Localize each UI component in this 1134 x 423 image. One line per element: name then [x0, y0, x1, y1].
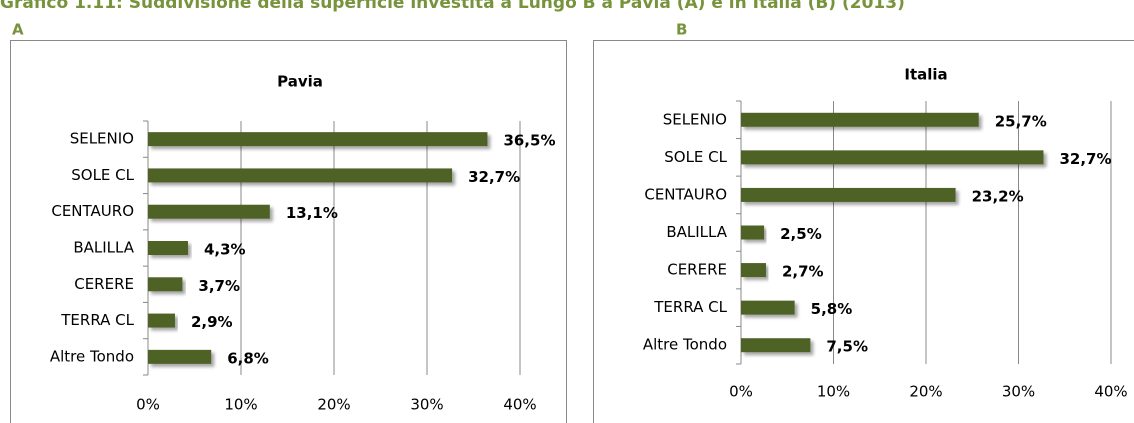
- panel-frame: [10, 40, 567, 423]
- bar: [148, 241, 188, 255]
- data-label: 2,5%: [780, 225, 822, 243]
- data-label: 25,7%: [995, 112, 1047, 130]
- data-label: 2,9%: [191, 313, 233, 331]
- y-tick-label: BALILLA: [73, 239, 134, 257]
- data-label: 5,8%: [811, 300, 853, 318]
- panel-label: B: [676, 21, 687, 39]
- bar: [148, 204, 270, 219]
- y-tick-label: CERERE: [74, 275, 134, 293]
- data-label: 3,7%: [198, 277, 240, 295]
- x-tick-label: 10%: [224, 396, 257, 414]
- bar: [741, 225, 765, 240]
- y-tick-label: CENTAURO: [644, 185, 727, 203]
- y-tick-label: CERERE: [667, 261, 727, 279]
- bar: [741, 187, 956, 202]
- chart-title: Pavia: [277, 73, 323, 91]
- y-tick-label: TERRA CL: [653, 298, 727, 316]
- bar: [148, 313, 175, 328]
- x-tick-label: 0%: [729, 383, 753, 401]
- data-label: 36,5%: [503, 132, 555, 150]
- bar: [741, 300, 795, 315]
- y-tick-label: TERRA CL: [60, 311, 134, 329]
- bar: [741, 112, 979, 127]
- y-tick-label: BALILLA: [666, 223, 727, 241]
- y-tick-label: Altre Tondo: [643, 336, 727, 354]
- data-label: 23,2%: [972, 187, 1024, 205]
- y-tick-label: SELENIO: [70, 130, 134, 148]
- data-label: 32,7%: [1059, 150, 1111, 168]
- data-label: 13,1%: [286, 204, 338, 222]
- y-tick-label: Altre Tondo: [50, 347, 134, 365]
- data-label: 4,3%: [204, 241, 246, 259]
- data-label: 7,5%: [826, 338, 868, 356]
- y-tick-label: CENTAURO: [51, 202, 134, 220]
- bar: [741, 263, 766, 278]
- x-tick-label: 30%: [1002, 383, 1035, 401]
- data-label: 2,7%: [782, 263, 824, 281]
- data-label: 6,8%: [227, 349, 269, 367]
- y-tick-label: SOLE CL: [71, 166, 134, 184]
- x-tick-label: 30%: [410, 396, 443, 414]
- bar: [741, 150, 1044, 165]
- data-label: 32,7%: [468, 168, 520, 186]
- x-tick-label: 10%: [817, 383, 850, 401]
- x-tick-label: 40%: [503, 396, 536, 414]
- x-tick-label: 0%: [136, 396, 160, 414]
- y-tick-label: SOLE CL: [664, 148, 727, 166]
- bar: [741, 338, 811, 353]
- y-tick-label: SELENIO: [663, 110, 727, 128]
- chart-title: Italia: [904, 66, 947, 84]
- x-tick-label: 40%: [1094, 383, 1127, 401]
- x-tick-label: 20%: [909, 383, 942, 401]
- bar: [148, 349, 212, 364]
- bar: [148, 168, 453, 183]
- bar: [148, 132, 488, 147]
- panel-frame: [593, 40, 1134, 423]
- page-title: Grafico 1.11: Suddivisione della superfi…: [0, 0, 905, 13]
- panel-label: A: [12, 21, 24, 39]
- x-tick-label: 20%: [317, 396, 350, 414]
- bar: [148, 277, 183, 292]
